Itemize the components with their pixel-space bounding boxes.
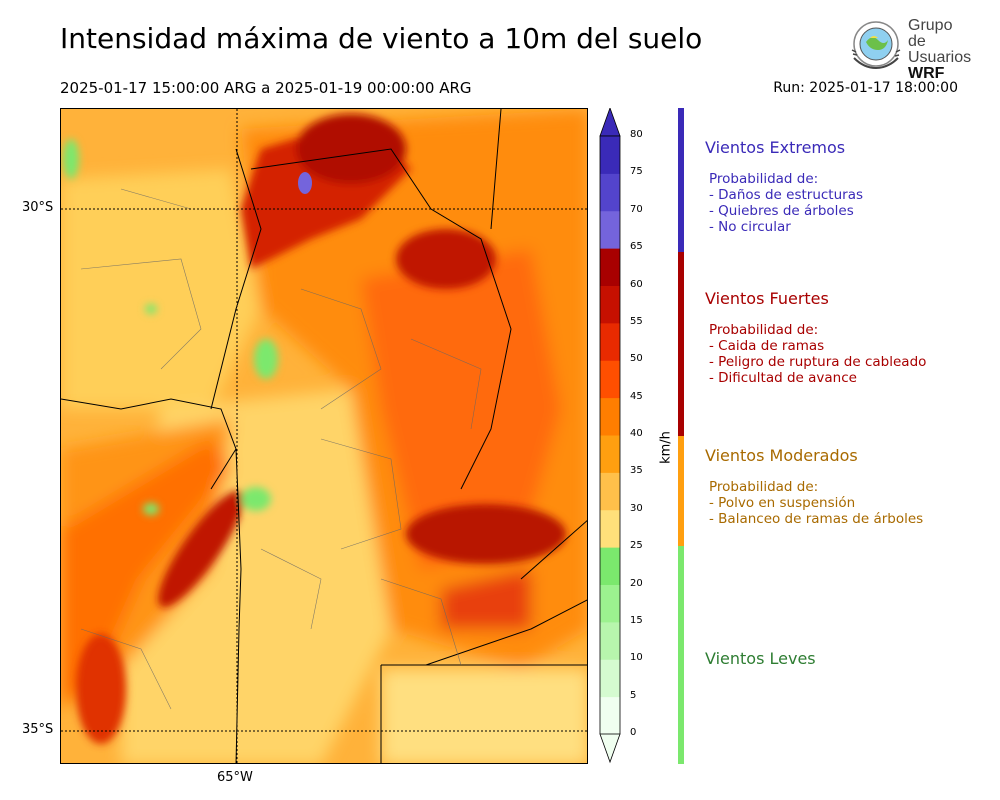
colorbar-tick-label: 15 [630, 614, 643, 626]
colorbar-frame [599, 135, 621, 735]
legend-category-intro: Probabilidad de: [709, 479, 819, 495]
colorbar-segment [600, 621, 620, 660]
colorbar-extend-low [599, 733, 621, 764]
logo-line-2: Usuarios [908, 49, 972, 66]
legend-category-title: Vientos Moderados [705, 446, 858, 465]
legend-category-intro: Probabilidad de: [709, 171, 819, 187]
colorbar-tick-label: 50 [630, 353, 643, 365]
legend-category: Vientos Fuertes Probabilidad de: - Caida d… [705, 289, 926, 386]
chart-title: Intensidad máxima de viento a 10m del su… [60, 22, 703, 55]
logo-line-1: Grupo de [908, 17, 953, 50]
lat-label-30s: 30°S [22, 200, 54, 215]
legend-category-item: - Peligro de ruptura de cableado [709, 354, 927, 370]
colorbar-graphic [599, 106, 621, 764]
logo-line-3: WRF [908, 65, 945, 82]
colorbar-segment [600, 547, 620, 585]
legend-category-item: - Daños de estructuras [709, 187, 864, 203]
legend-category: Vientos Leves [705, 649, 816, 682]
legend-category-item: - Quiebres de árboles [709, 203, 854, 219]
colorbar-tick-label: 75 [630, 166, 643, 178]
legend-color-bar [678, 252, 684, 436]
colorbar-tick-label: 40 [630, 428, 643, 439]
colorbar-segment [600, 173, 620, 212]
colorbar-extend-high [599, 106, 621, 137]
colorbar-segment [600, 696, 620, 735]
colorbar-tick-label: 65 [630, 241, 643, 253]
colorbar-segment [600, 509, 620, 548]
colorbar [598, 106, 622, 764]
legend-category-item: - Polvo en suspensión [709, 495, 856, 511]
forecast-period: 2025-01-17 15:00:00 ARG a 2025-01-19 00:… [60, 79, 472, 97]
legend-category-item: - No circular [709, 219, 791, 235]
legend-category: Vientos Moderados Probabilidad de: - Polvo… [705, 446, 923, 527]
colorbar-segment [600, 248, 620, 286]
colorbar-tick-label: 45 [630, 390, 643, 402]
colorbar-segment [600, 659, 620, 698]
legend-category-title: Vientos Fuertes [705, 289, 829, 308]
model-run: Run: 2025-01-17 18:00:00 [773, 80, 958, 96]
colorbar-segment [600, 584, 620, 623]
colorbar-tick-label: 25 [630, 540, 643, 552]
wrf-logo: Grupo de Usuarios WRF [848, 17, 972, 82]
legend-color-bar [678, 546, 684, 764]
colorbar-segment [600, 136, 620, 174]
lat-label-35s: 35°S [22, 722, 54, 737]
colorbar-unit: km/h [658, 431, 674, 464]
colorbar-segment [600, 435, 620, 473]
colorbar-segment [600, 210, 620, 249]
colorbar-segment [600, 397, 620, 436]
legend-category-item: - Balanceo de ramas de árboles [709, 511, 924, 527]
colorbar-tick-label: 10 [630, 652, 643, 664]
lon-label-65w: 65°W [217, 770, 253, 785]
colorbar-tick-label: 20 [630, 577, 643, 589]
legend-category: Vientos Extremos Probabilidad de: - Daños … [705, 138, 863, 235]
colorbar-segment [600, 285, 620, 324]
colorbar-tick-label: 60 [630, 278, 643, 290]
legend-category-title: Vientos Extremos [705, 138, 846, 157]
colorbar-tick-label: 55 [630, 315, 643, 327]
legend-category-intro: Probabilidad de: [709, 322, 819, 338]
colorbar-tick-label: 35 [630, 465, 643, 477]
legend-category-title: Vientos Leves [705, 649, 816, 668]
legend-color-bar [678, 108, 684, 252]
colorbar-tick-label: 70 [630, 203, 643, 215]
legend-color-bar [678, 436, 684, 546]
colorbar-segment [600, 472, 620, 511]
colorbar-tick-label: 5 [630, 689, 637, 701]
wind-map-canvas [61, 109, 587, 763]
colorbar-tick-label: 0 [630, 727, 637, 738]
colorbar-tick-label: 80 [630, 129, 643, 140]
legend-category-item: - Caida de ramas [709, 338, 825, 354]
colorbar-segment [600, 322, 620, 361]
colorbar-segment [600, 360, 620, 399]
wind-map [60, 108, 588, 764]
globe-icon [851, 21, 901, 70]
colorbar-tick-label: 30 [630, 502, 643, 514]
legend-category-item: - Dificultad de avance [709, 370, 857, 386]
